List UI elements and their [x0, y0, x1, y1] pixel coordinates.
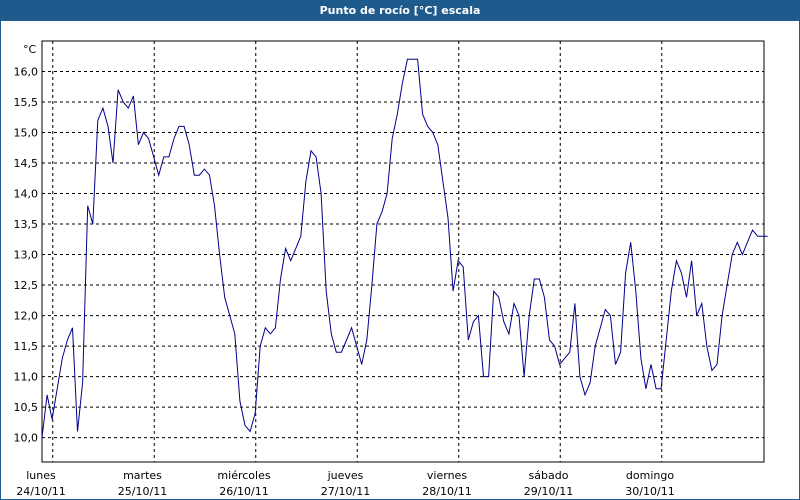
chart-title: Punto de rocío [°C] escala — [1, 1, 799, 21]
y-tick-label: 13,0 — [14, 249, 39, 262]
y-tick-label: 10,5 — [14, 401, 39, 414]
x-tick-date-label: 26/10/11 — [219, 485, 268, 498]
x-tick-date-label: 28/10/11 — [422, 485, 471, 498]
y-tick-label: 16,0 — [14, 66, 39, 79]
x-tick-date-label: 25/10/11 — [118, 485, 167, 498]
y-tick-label: 10,0 — [14, 432, 39, 445]
y-axis-unit-label: °C — [23, 43, 37, 56]
y-tick-label: 11,0 — [14, 371, 39, 384]
x-tick-day-label: jueves — [327, 469, 364, 482]
y-tick-label: 15,0 — [14, 127, 39, 140]
chart-canvas: °C 10,0 10,5 11,0 11,5 12,0 12,5 13,0 13,5 14,0 1… — [14, 40, 768, 498]
x-tick-date-label: 29/10/11 — [524, 485, 573, 498]
series-line — [41, 58, 768, 438]
y-tick-label: 12,5 — [14, 279, 39, 292]
x-tick-day-label: lunes — [26, 469, 56, 482]
x-tick-day-label: miércoles — [217, 469, 270, 482]
x-tick-date-label: 24/10/11 — [16, 485, 65, 498]
x-tick-day-label: martes — [123, 469, 162, 482]
series-group — [41, 58, 768, 438]
x-tick-date-label: 30/10/11 — [625, 485, 674, 498]
y-tick-label: 12,0 — [14, 310, 39, 323]
x-tick-day-label: sábado — [529, 469, 569, 482]
y-tick-label: 11,5 — [14, 340, 39, 353]
y-tick-label: 13,5 — [14, 218, 39, 231]
plot-area — [41, 40, 765, 463]
x-tick-day-label: domingo — [626, 469, 674, 482]
x-axis: lunes 24/10/11 martes 25/10/11 miércoles 26/1… — [16, 469, 674, 498]
y-axis: °C 10,0 10,5 11,0 11,5 12,0 12,5 13,0 13,5 14,0 1… — [14, 43, 39, 445]
x-tick-date-label: 27/10/11 — [321, 485, 370, 498]
y-tick-label: 14,0 — [14, 188, 39, 201]
x-tick-day-label: viernes — [427, 469, 467, 482]
y-tick-label: 15,5 — [14, 96, 39, 109]
grid — [42, 41, 764, 462]
y-tick-label: 14,5 — [14, 157, 39, 170]
